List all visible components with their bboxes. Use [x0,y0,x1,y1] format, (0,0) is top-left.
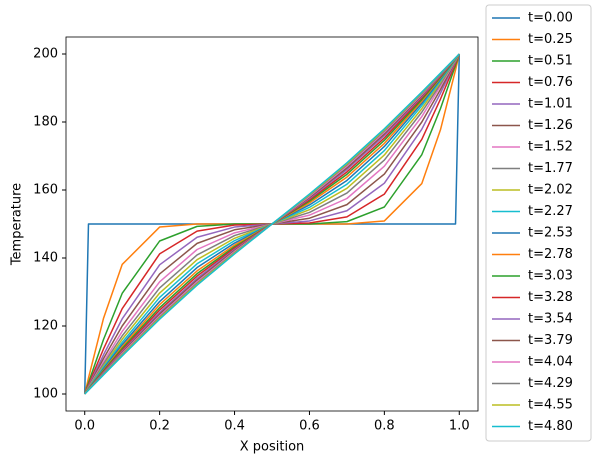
legend-label: t=0.76 [528,75,573,90]
legend-label: t=0.00 [528,11,573,26]
y-tick-label: 120 [33,319,58,334]
x-tick-label: 0.8 [374,419,395,434]
legend-label: t=4.04 [528,355,573,370]
legend-label: t=4.80 [528,419,573,434]
legend-label: t=3.03 [528,269,573,284]
legend-label: t=1.01 [528,97,573,112]
x-tick-label: 0.2 [149,419,170,434]
legend-label: t=0.25 [528,32,573,47]
line-series [84,53,460,395]
legend-label: t=3.28 [528,290,573,305]
y-tick-label: 200 [33,47,58,62]
y-tick-label: 140 [33,251,58,266]
legend-label: t=1.26 [528,118,573,133]
legend-label: t=2.02 [528,183,573,198]
legend-box [485,4,592,442]
x-tick-label: 1.0 [449,419,470,434]
legend-label: t=3.54 [528,312,573,327]
legend-label: t=1.52 [528,140,573,155]
x-tick-label: 0.0 [74,419,95,434]
x-tick-label: 0.4 [224,419,245,434]
y-axis-label: Temperature [10,183,25,266]
plot-frame [65,36,479,412]
y-tick-label: 180 [33,115,58,130]
legend-label: t=4.29 [528,376,573,391]
legend-label: t=2.78 [528,247,573,262]
legend-label: t=2.27 [528,204,573,219]
legend-label: t=0.51 [528,54,573,69]
legend-label: t=1.77 [528,161,573,176]
x-axis-label: X position [240,440,305,455]
y-tick-label: 160 [33,183,58,198]
legend-label: t=2.53 [528,226,573,241]
legend-label: t=4.55 [528,398,573,413]
y-tick-label: 100 [33,387,58,402]
x-tick-label: 0.6 [299,419,320,434]
legend-label: t=3.79 [528,333,573,348]
